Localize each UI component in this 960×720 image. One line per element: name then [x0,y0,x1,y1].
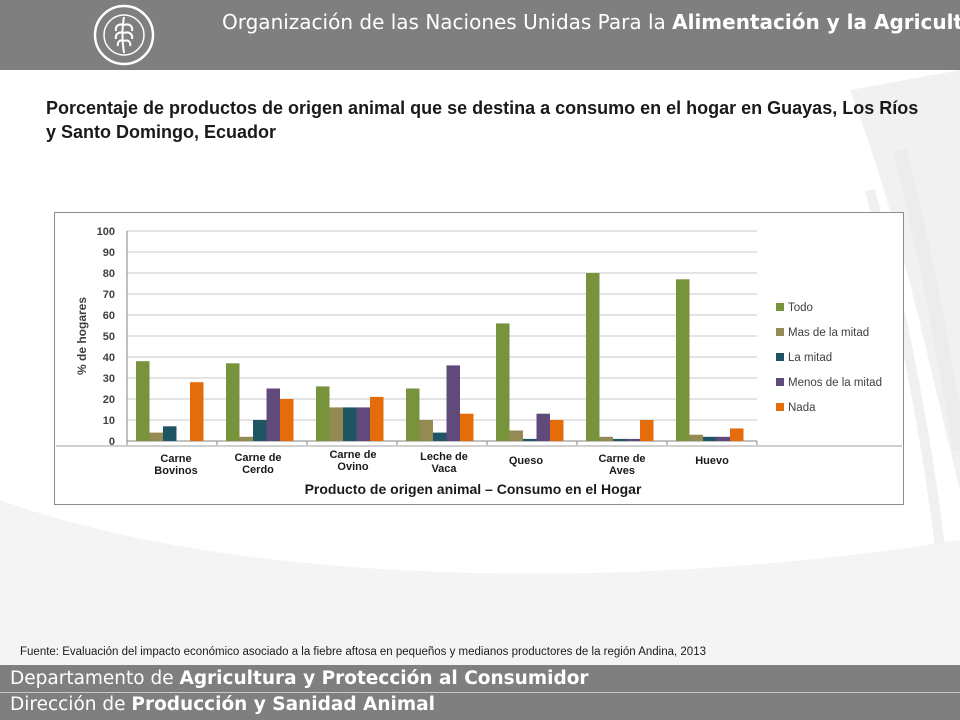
category-label: Carne de Cerdo [234,452,281,476]
y-tick-label: 60 [103,310,115,322]
legend-swatch [776,378,784,386]
legend-swatch [776,328,784,336]
bar-mas-de-la-mitad [149,432,163,441]
category-label: Carne Bovinos [154,453,197,477]
bar-menos-de-la-mitad [536,413,550,441]
bar-mas-de-la-mitad [509,430,523,441]
y-tick-label: 80 [103,268,115,280]
bar-todo [226,363,240,441]
bar-todo [406,388,420,441]
category-label-band [56,446,902,504]
y-tick-label: 20 [103,394,115,406]
bar-menos-de-la-mitad [446,365,460,441]
legend-label: La mitad [788,352,832,364]
y-tick-label: 40 [103,352,115,364]
legend-swatch [776,303,784,311]
bar-todo [316,386,330,441]
bar-nada [460,413,474,441]
bar-la-mitad [253,420,267,441]
bar-mas-de-la-mitad [239,436,253,441]
fao-logo-icon [93,4,155,66]
legend-label: Mas de la mitad [788,327,869,339]
directorate-name: Dirección de Producción y Sanidad Animal [10,694,435,715]
legend-label: Nada [788,402,816,414]
category-label: Leche de Vaca [420,451,468,475]
bar-menos-de-la-mitad [356,407,370,441]
bar-nada [550,420,564,441]
bar-todo [676,279,690,441]
y-tick-label: 100 [97,226,115,238]
category-label: Carne de Aves [598,453,645,477]
footer-divider [0,692,960,693]
y-tick-label: 10 [103,415,115,427]
category-label: Carne de Ovino [329,449,376,473]
bar-la-mitad [523,438,537,441]
bar-nada [730,428,744,441]
legend-label: Menos de la mitad [788,377,882,389]
header-bar: Organización de las Naciones Unidas Para… [0,0,960,70]
legend-swatch [776,353,784,361]
bar-nada [640,420,654,441]
bar-menos-de-la-mitad [626,438,640,441]
bar-menos-de-la-mitad [716,436,730,441]
category-label: Huevo [695,455,729,467]
bar-mas-de-la-mitad [329,407,343,441]
organization-name: Organización de las Naciones Unidas Para… [222,10,960,34]
y-axis-label: % de hogares [75,297,89,375]
bar-nada [190,382,204,441]
bar-la-mitad [703,436,717,441]
slide-title: Porcentaje de productos de origen animal… [46,98,919,142]
bar-la-mitad [343,407,357,441]
y-tick-label: 30 [103,373,115,385]
bar-la-mitad [433,432,447,441]
bar-mas-de-la-mitad [689,434,703,441]
y-tick-label: 50 [103,331,115,343]
footer-bar: Departamento de Agricultura y Protección… [0,665,960,720]
legend-swatch [776,403,784,411]
category-label: Queso [509,455,544,467]
bar-nada [370,396,384,441]
bar-la-mitad [613,438,627,441]
source-note: Fuente: Evaluación del impacto económico… [20,646,706,658]
bar-todo [136,361,150,441]
y-tick-label: 90 [103,247,115,259]
y-tick-label: 0 [109,436,115,448]
bar-la-mitad [163,426,177,441]
y-tick-label: 70 [103,289,115,301]
bar-todo [586,273,600,441]
x-axis-label: Producto de origen animal – Consumo en e… [305,481,642,497]
bar-mas-de-la-mitad [599,436,613,441]
bar-mas-de-la-mitad [419,420,433,441]
bar-menos-de-la-mitad [266,388,280,441]
legend-label: Todo [788,302,813,314]
bar-todo [496,323,510,441]
bar-nada [280,399,294,441]
department-name: Departamento de Agricultura y Protección… [10,668,589,689]
